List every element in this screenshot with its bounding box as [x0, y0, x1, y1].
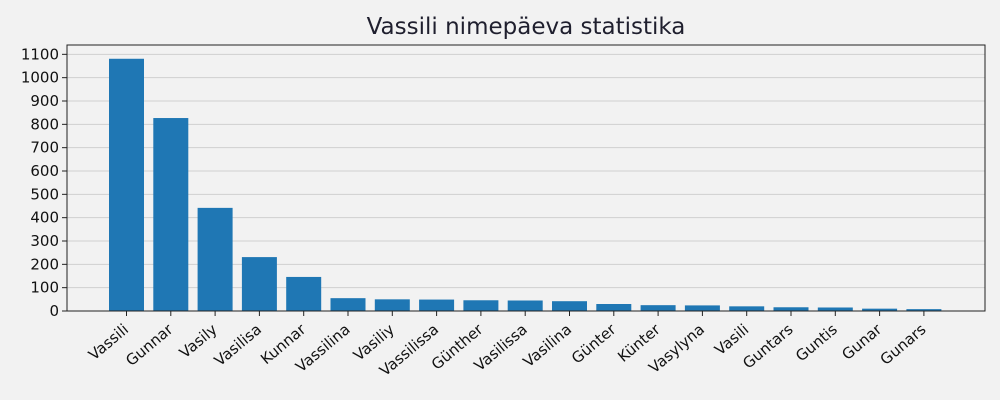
bar	[463, 300, 499, 311]
bars	[109, 58, 942, 312]
bar	[374, 299, 410, 311]
bar	[684, 305, 720, 311]
y-tick-label: 400	[30, 209, 59, 227]
y-tick-label: 900	[30, 92, 59, 110]
bar	[153, 118, 189, 312]
x-tick-label: Guntars	[739, 320, 796, 372]
bar	[419, 299, 455, 311]
bar	[596, 304, 632, 311]
bar	[862, 308, 898, 311]
chart-title: Vassili nimepäeva statistika	[367, 14, 686, 40]
x-tick-label: Guntis	[792, 320, 841, 365]
x-tick-label: Gunnar	[122, 320, 177, 370]
bar	[640, 305, 676, 311]
y-tick-label: 0	[49, 302, 59, 320]
bar	[729, 306, 765, 311]
y-tick-label: 1000	[21, 69, 59, 87]
x-tick-label: Gunars	[877, 320, 930, 368]
bar	[286, 276, 322, 311]
y-tick-label: 1100	[21, 45, 59, 63]
bar	[773, 307, 809, 311]
bar	[906, 309, 942, 311]
bar	[817, 307, 853, 311]
bar	[109, 58, 144, 312]
x-tick-label: Vasilisa	[211, 320, 265, 370]
y-axis: 0 100 200 300 400 500 600 700 800 900 1000 1100	[21, 45, 67, 320]
y-tick-label: 800	[30, 115, 59, 133]
bar	[552, 301, 587, 311]
plot-frame	[66, 44, 986, 312]
bar	[241, 257, 277, 311]
y-tick-label: 200	[30, 255, 59, 273]
y-tick-label: 300	[30, 232, 59, 250]
bar	[507, 300, 543, 311]
y-tick-label: 600	[30, 162, 59, 180]
y-tick-label: 700	[30, 139, 59, 157]
x-tick-label: Günter	[568, 320, 620, 368]
bar	[197, 207, 233, 311]
y-tick-label: 100	[30, 279, 59, 297]
x-tick-label: Vasilina	[520, 320, 575, 371]
y-tick-label: 500	[30, 185, 59, 203]
bar	[330, 298, 366, 311]
